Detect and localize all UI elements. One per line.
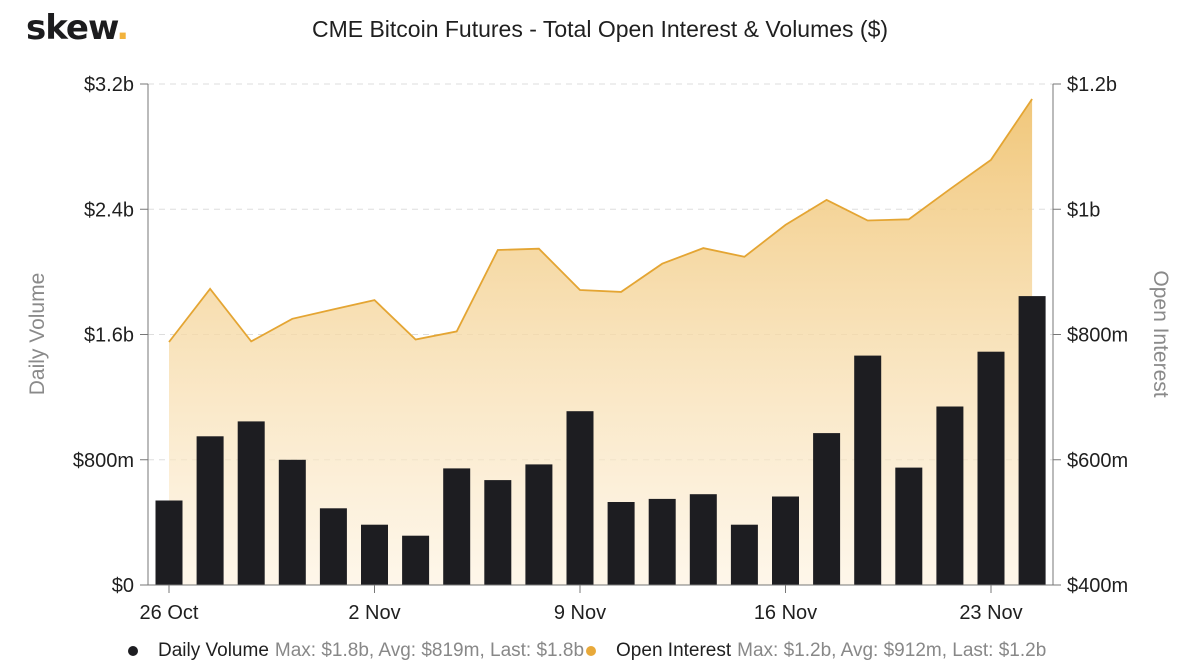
volume-bar (196, 436, 224, 585)
volume-bar (1018, 296, 1046, 585)
y-right-tick-label: $1b (1067, 199, 1100, 221)
y-left-tick-label: $1.6b (84, 325, 134, 347)
chart-legend: Daily Volume Max: $1.8b, Avg: $819m, Las… (128, 638, 1046, 664)
volume-bar (319, 508, 347, 585)
y-left-tick-label: $3.2b (84, 74, 134, 96)
volume-bar (730, 524, 758, 585)
legend-stats: Max: $1.2b, Avg: $912m, Last: $1.2b (737, 640, 1047, 661)
volume-bar (361, 524, 388, 585)
x-tick-label: 16 Nov (754, 602, 817, 624)
y-left-axis-title: Daily Volume (26, 273, 49, 396)
legend-dot-open-interest (586, 646, 597, 656)
volume-bar (648, 498, 676, 585)
volume-bar (689, 494, 717, 585)
y-left-tick-label: $2.4b (84, 199, 134, 221)
legend-dot-daily-volume (128, 646, 138, 656)
legend-name: Daily Volume (158, 640, 269, 661)
volume-bar (977, 351, 1005, 585)
y-left-tick-label: $0 (112, 575, 134, 597)
volume-bar (443, 468, 471, 585)
volume-bar (772, 496, 799, 585)
x-tick-label: 2 Nov (348, 602, 400, 624)
volume-bar (813, 433, 841, 585)
open-interest-line (168, 98, 1033, 343)
x-tick-label: 23 Nov (959, 602, 1022, 624)
volume-bar (895, 467, 923, 585)
y-left-tick-label: $800m (73, 450, 134, 472)
volume-bar (607, 502, 635, 585)
volume-bar (278, 459, 306, 586)
volume-bar (854, 355, 882, 585)
legend-stats: Max: $1.8b, Avg: $819m, Last: $1.8b (274, 640, 585, 661)
volume-bar (525, 464, 553, 585)
legend-item-open-interest[interactable]: Open Interest Max: $1.2b, Avg: $912m, La… (584, 640, 1046, 662)
volume-bar (155, 500, 183, 585)
y-right-axis-title: Open Interest (1149, 270, 1172, 397)
legend-name: Open Interest (616, 640, 732, 661)
volume-bar (237, 421, 265, 585)
skew-logo: skew. (26, 8, 129, 48)
legend-item-daily-volume[interactable]: Daily Volume Max: $1.8b, Avg: $819m, Las… (128, 640, 584, 662)
chart-title: CME Bitcoin Futures - Total Open Interes… (311, 16, 889, 42)
volume-bar (484, 480, 512, 585)
x-tick-label: 9 Nov (554, 602, 606, 624)
volume-bar (402, 535, 430, 585)
volume-bar (936, 406, 964, 585)
volume-bar (566, 411, 594, 585)
y-right-tick-label: $600m (1067, 450, 1128, 472)
y-right-tick-label: $400m (1067, 575, 1128, 597)
y-right-tick-label: $800m (1067, 325, 1128, 347)
x-tick-label: 26 Oct (140, 602, 199, 624)
y-right-tick-label: $1.2b (1067, 74, 1117, 96)
